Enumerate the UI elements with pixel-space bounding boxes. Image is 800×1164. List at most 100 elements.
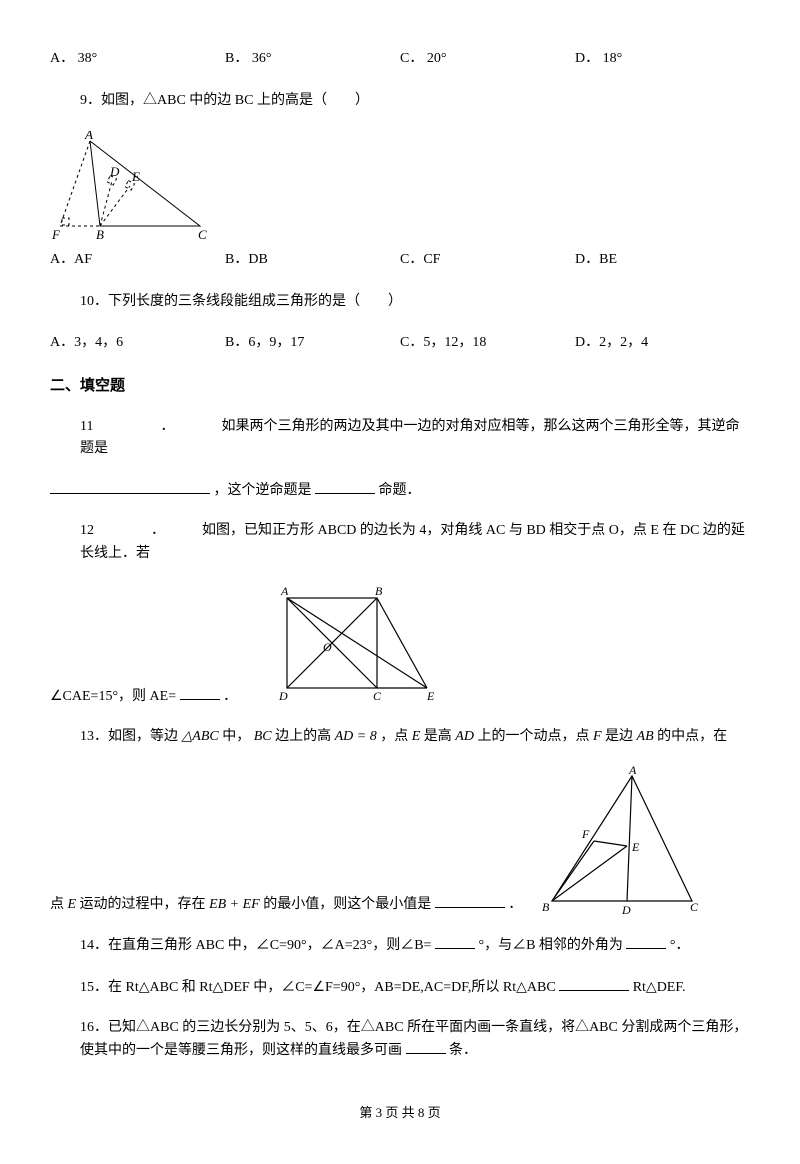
q14-t1: 14．在直角三角形 ABC 中，∠C=90°，∠A=23°，则∠B= [80,938,431,953]
q13-t4: 是高 [424,729,452,744]
q13-tri: △ABC [182,729,219,744]
q11: 11 ． 如果两个三角形的两边及其中一边的对角对应相等，那么这两个三角形全等，其… [80,416,750,461]
svg-text:B: B [96,227,104,241]
option-b: B． 36° [225,48,400,70]
q10-text: 10．下列长度的三条线段能组成三角形的是（ ） [80,291,750,313]
q13-figure: A B C D F E [532,766,702,916]
q10-options: A．3，4，6 B．6，9，17 C．5，12，18 D．2，2，4 [50,332,750,354]
q12-text1: 如图，已知正方形 ABCD 的边长为 4，对角线 AC 与 BD 相交于点 O，… [80,523,745,560]
q13-ad: AD = 8 [335,729,377,744]
q16-blank [406,1039,446,1054]
q10-opt-b: B．6，9，17 [225,332,400,354]
q13-t5: 上的一个动点，点 [477,729,589,744]
svg-text:C: C [373,689,382,703]
svg-text:D: D [109,164,120,179]
q12-text3: ． [223,689,237,704]
option-d: D． 18° [575,48,750,70]
q12-row: ∠CAE=15°，则 AE= ． A B D C E O [50,583,750,708]
q13-l2a: 点 [50,897,64,912]
q13-ab: AB [637,729,654,744]
svg-text:E: E [131,169,140,184]
opt-a-val: 38° [78,51,98,66]
q14-blank2 [626,934,666,949]
q10-opt-c: C．5，12，18 [400,332,575,354]
opt-b-val: 36° [252,51,272,66]
opt-d-label: D． [575,51,599,66]
q12-line2: ∠CAE=15°，则 AE= ． [50,685,237,708]
q12-figure: A B D C E O [257,583,437,708]
q13-ebef: EB + EF [209,897,260,912]
svg-text:B: B [375,584,383,598]
q9-opt-b: B．DB [225,249,400,271]
q13-t6: 是边 [605,729,633,744]
page-footer: 第 3 页 共 8 页 [50,1103,750,1124]
q9-options: A．AF B．DB C．CF D．BE [50,249,750,271]
svg-text:F: F [581,827,590,841]
q9-figure: A F B C D E [50,131,750,241]
svg-text:E: E [426,689,435,703]
svg-text:F: F [51,227,61,241]
q14-t3: °． [670,938,690,953]
q15-blank [559,976,629,991]
svg-text:A: A [628,766,637,777]
q9-text: 9．如图，△ABC 中的边 BC 上的高是（ ） [80,90,750,112]
q13-row: 点 E 运动的过程中，存在 EB + EF 的最小值，则这个最小值是 ． A B… [50,766,750,916]
q13-t2: 边上的高 [275,729,331,744]
q15-t1: 15．在 Rt△ABC 和 Rt△DEF 中，∠C=∠F=90°，AB=DE,A… [80,980,556,995]
q11-text3: 命题． [379,483,421,498]
q13-blank [435,893,505,908]
q13-num: 13．如图，等边 [80,729,178,744]
q13-l2d: ． [508,897,522,912]
q9-opt-d: D．BE [575,249,750,271]
q12-text2: ∠CAE=15°，则 AE= [50,689,176,704]
q13-e: E [412,729,421,744]
q13-t3: ，点 [380,729,408,744]
q13-t7: 的中点，在 [657,729,727,744]
q16: 16．已知△ABC 的三边长分别为 5、5、6，在△ABC 所在平面内画一条直线… [80,1017,750,1063]
q9-svg: A F B C D E [50,131,210,241]
option-c: C． 20° [400,48,575,70]
svg-text:O: O [323,640,332,654]
q11-blank2 [315,479,375,494]
q12-dot: ． [151,523,165,538]
svg-text:C: C [690,900,699,914]
q13-ad2: AD [455,729,474,744]
opt-b-label: B． [225,51,248,66]
q11-dot: ． [160,419,174,434]
q12: 12 ． 如图，已知正方形 ABCD 的边长为 4，对角线 AC 与 BD 相交… [80,520,750,565]
q12-num: 12 [80,523,94,538]
option-a: A． 38° [50,48,225,70]
q13-bc: BC [254,729,272,744]
q11-text1: 如果两个三角形的两边及其中一边的对角对应相等，那么这两个三角形全等，其逆命题是 [80,419,739,456]
q14-t2: °，与∠B 相邻的外角为 [478,938,622,953]
q13-line1: 13．如图，等边 △ABC 中， BC 边上的高 AD = 8 ，点 E 是高 … [80,726,750,748]
q14: 14．在直角三角形 ABC 中，∠C=90°，∠A=23°，则∠B= °，与∠B… [80,934,750,957]
opt-d-val: 18° [603,51,623,66]
q13-l2c: 的最小值，则这个最小值是 [263,897,431,912]
q15: 15．在 Rt△ABC 和 Rt△DEF 中，∠C=∠F=90°，AB=DE,A… [80,976,750,999]
q9-opt-a: A．AF [50,249,225,271]
svg-text:C: C [198,227,207,241]
opt-a-label: A． [50,51,74,66]
q11-line2: ，这个逆命题是 命题． [50,479,750,502]
svg-text:D: D [278,689,288,703]
q11-num: 11 [80,419,93,434]
q13-line2: 点 E 运动的过程中，存在 EB + EF 的最小值，则这个最小值是 ． [50,893,522,916]
q10-opt-a: A．3，4，6 [50,332,225,354]
q13-l2b: 运动的过程中，存在 [80,897,206,912]
section-2-header: 二、填空题 [50,374,750,398]
q15-t2: Rt△DEF. [633,980,686,995]
opt-c-label: C． [400,51,423,66]
q14-blank1 [435,934,475,949]
svg-text:A: A [84,131,93,142]
svg-text:E: E [631,840,640,854]
q11-text2: ，这个逆命题是 [214,483,312,498]
svg-text:A: A [280,584,289,598]
svg-text:B: B [542,900,550,914]
q13-t1: 中， [222,729,250,744]
q8-options: A． 38° B． 36° C． 20° D． 18° [50,48,750,70]
q13-e2: E [68,897,77,912]
q13-f: F [593,729,602,744]
q9-opt-c: C．CF [400,249,575,271]
q16-t2: 条． [449,1043,477,1058]
